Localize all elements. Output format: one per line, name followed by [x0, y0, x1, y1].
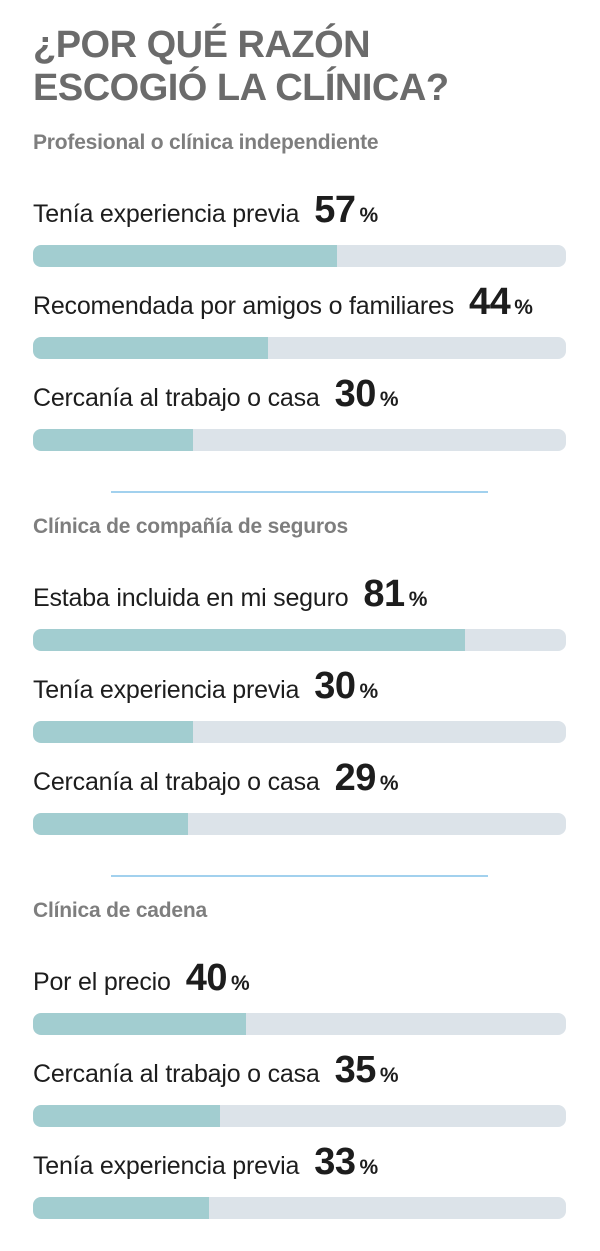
- bar-row: Tenía experiencia previa 30 %: [33, 665, 566, 744]
- bar-label: Recomendada por amigos o familiares: [33, 292, 454, 321]
- bar-row-label: Cercanía al trabajo o casa 35 %: [33, 1049, 566, 1091]
- bar-label: Por el precio: [33, 968, 171, 997]
- bar-fill: [33, 1197, 209, 1220]
- bar-row-label: Por el precio 40 %: [33, 957, 566, 999]
- bar-row: Estaba incluida en mi seguro 81 %: [33, 573, 566, 652]
- bar-track: [33, 245, 566, 268]
- chart-group: Clínica de cadena Por el precio 40 % Cer…: [33, 899, 566, 1220]
- bar-fill: [33, 429, 193, 452]
- bar-label: Estaba incluida en mi seguro: [33, 584, 349, 613]
- chart-group: Profesional o clínica independiente Tení…: [33, 131, 566, 452]
- percent-sign: %: [359, 1156, 379, 1180]
- bar-track: [33, 813, 566, 836]
- bar-label: Tenía experiencia previa: [33, 200, 300, 229]
- bar-row-label: Tenía experiencia previa 57 %: [33, 189, 566, 231]
- chart-groups: Profesional o clínica independiente Tení…: [33, 131, 566, 1220]
- bar-value: 44: [469, 281, 511, 324]
- section-header: Clínica de compañía de seguros: [33, 515, 348, 539]
- bar-row: Por el precio 40 %: [33, 957, 566, 1036]
- bar-value: 57: [314, 189, 356, 232]
- page-title-line1: ¿POR QUÉ RAZÓN: [33, 24, 371, 66]
- bar-row: Recomendada por amigos o familiares 44 %: [33, 281, 566, 360]
- bar-label: Cercanía al trabajo o casa: [33, 1060, 320, 1089]
- bar-row-label: Tenía experiencia previa 33 %: [33, 1141, 566, 1183]
- bar-value: 30: [314, 665, 356, 708]
- bar-row-label: Cercanía al trabajo o casa 30 %: [33, 373, 566, 415]
- bar-track: [33, 1105, 566, 1128]
- section-header: Clínica de cadena: [33, 899, 208, 923]
- percent-sign: %: [379, 388, 399, 412]
- bar-fill: [33, 721, 193, 744]
- section-header: Profesional o clínica independiente: [33, 131, 379, 155]
- bar-rows: Tenía experiencia previa 57 % Recomendad…: [33, 189, 566, 452]
- bar-row: Cercanía al trabajo o casa 29 %: [33, 757, 566, 836]
- bar-value: 81: [363, 573, 405, 616]
- bar-track: [33, 629, 566, 652]
- percent-sign: %: [408, 588, 428, 612]
- bar-track: [33, 1013, 566, 1036]
- percent-sign: %: [359, 680, 379, 704]
- bar-row: Tenía experiencia previa 33 %: [33, 1141, 566, 1220]
- bar-row-label: Estaba incluida en mi seguro 81 %: [33, 573, 566, 615]
- page-title: ¿POR QUÉ RAZÓN ESCOGIÓ LA CLÍNICA?: [33, 24, 566, 109]
- bar-row-label: Tenía experiencia previa 30 %: [33, 665, 566, 707]
- bar-rows: Por el precio 40 % Cercanía al trabajo o…: [33, 957, 566, 1220]
- bar-fill: [33, 813, 188, 836]
- section-separator: [111, 875, 488, 878]
- bar-fill: [33, 245, 337, 268]
- bar-label: Tenía experiencia previa: [33, 1152, 300, 1181]
- infographic-page: ¿POR QUÉ RAZÓN ESCOGIÓ LA CLÍNICA? Profes…: [33, 24, 566, 1220]
- bar-value: 35: [334, 1049, 377, 1092]
- bar-row: Tenía experiencia previa 57 %: [33, 189, 566, 268]
- section-separator: [111, 491, 488, 494]
- chart-group: Clínica de compañía de seguros Estaba in…: [33, 515, 566, 836]
- percent-sign: %: [231, 972, 250, 996]
- bar-value: 30: [334, 373, 377, 416]
- bar-label: Cercanía al trabajo o casa: [33, 384, 320, 413]
- bar-track: [33, 721, 566, 744]
- page-title-line2: ESCOGIÓ LA CLÍNICA?: [33, 66, 449, 109]
- percent-sign: %: [379, 1064, 399, 1088]
- bar-value: 40: [185, 957, 228, 1000]
- bar-track: [33, 429, 566, 452]
- bar-fill: [33, 1105, 220, 1128]
- bar-track: [33, 1197, 566, 1220]
- percent-sign: %: [379, 772, 399, 796]
- bar-fill: [33, 629, 465, 652]
- bar-track: [33, 337, 566, 360]
- bar-row: Cercanía al trabajo o casa 30 %: [33, 373, 566, 452]
- bar-value: 33: [314, 1141, 356, 1184]
- bar-value: 29: [334, 757, 377, 800]
- bar-fill: [33, 337, 268, 360]
- bar-row-label: Recomendada por amigos o familiares 44 %: [33, 281, 566, 323]
- bar-fill: [33, 1013, 247, 1036]
- bar-row-label: Cercanía al trabajo o casa 29 %: [33, 757, 566, 799]
- bar-row: Cercanía al trabajo o casa 35 %: [33, 1049, 566, 1128]
- bar-label: Tenía experiencia previa: [33, 676, 300, 705]
- bar-label: Cercanía al trabajo o casa: [33, 768, 320, 797]
- percent-sign: %: [514, 296, 533, 320]
- percent-sign: %: [359, 204, 379, 228]
- bar-rows: Estaba incluida en mi seguro 81 % Tenía …: [33, 573, 566, 836]
